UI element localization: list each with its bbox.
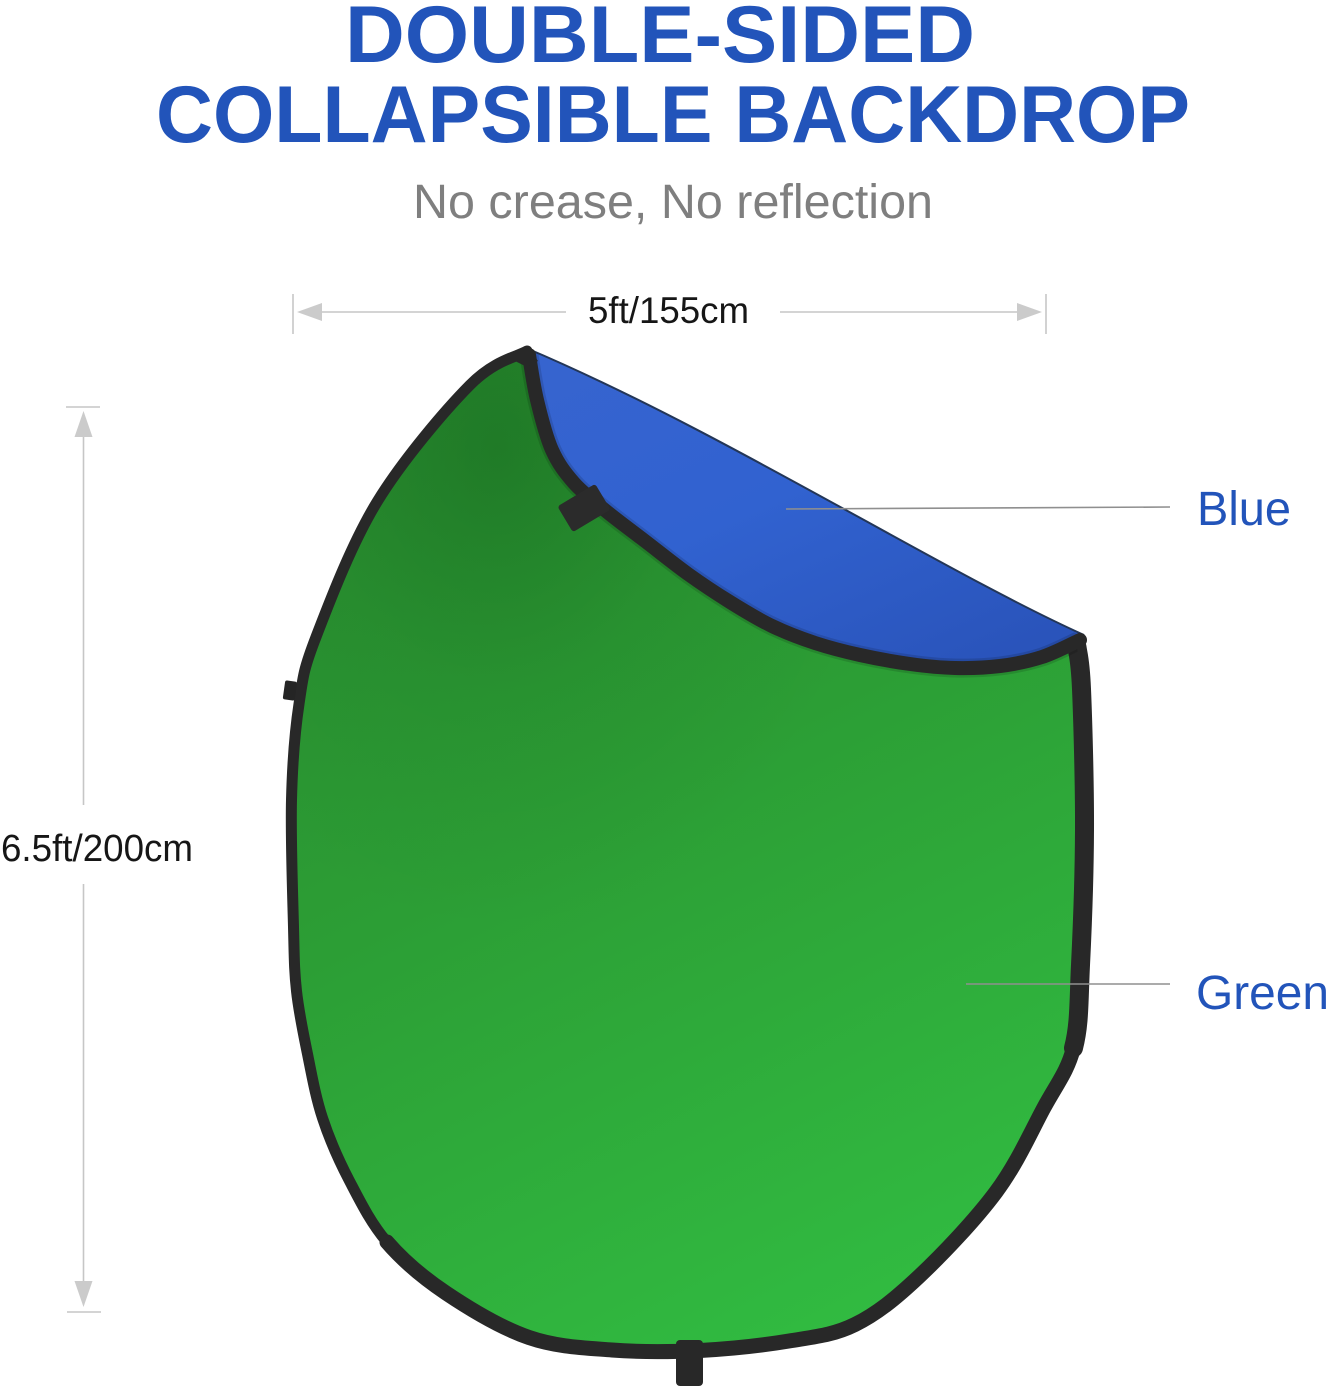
svg-text:DOUBLE-SIDED: DOUBLE-SIDED bbox=[345, 0, 975, 80]
svg-text:Green: Green bbox=[1196, 967, 1329, 1020]
svg-text:No crease, No reflection: No crease, No reflection bbox=[413, 176, 933, 229]
svg-text:6.5ft/200cm: 6.5ft/200cm bbox=[1, 828, 193, 870]
svg-text:5ft/155cm: 5ft/155cm bbox=[588, 289, 749, 331]
svg-text:COLLAPSIBLE BACKDROP: COLLAPSIBLE BACKDROP bbox=[156, 70, 1190, 160]
svg-text:Blue: Blue bbox=[1197, 483, 1291, 536]
